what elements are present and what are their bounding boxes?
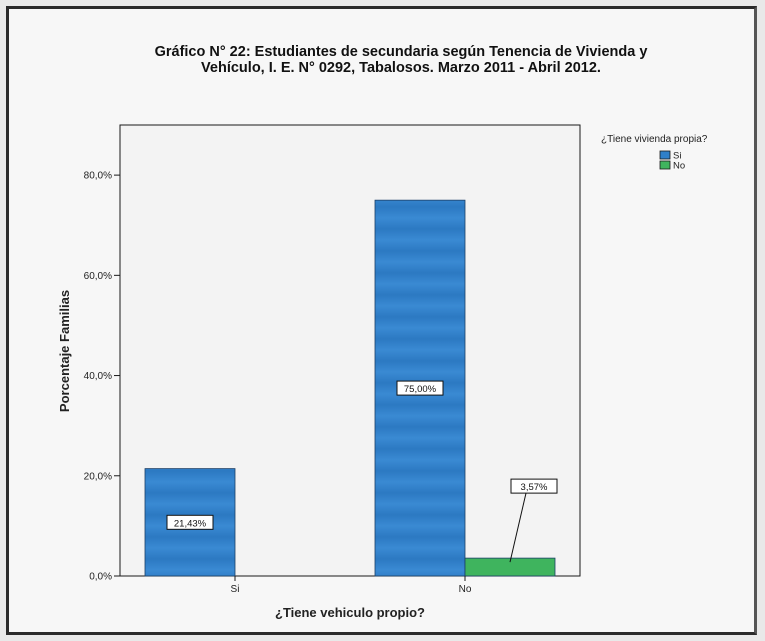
bar-chart: Gráfico N° 22: Estudiantes de secundaria… xyxy=(57,44,708,620)
y-axis: 0,0% 20,0% 40,0% 60,0% 80,0% xyxy=(84,171,120,583)
chart-title-line-2: Vehículo, I. E. N° 0292, Tabalosos. Marz… xyxy=(201,60,601,76)
y-tick-label: 20,0% xyxy=(84,471,112,482)
x-axis: Si No xyxy=(231,576,472,595)
x-tick-label: Si xyxy=(231,584,240,595)
data-label: 75,00% xyxy=(404,384,437,395)
chart-frame: Gráfico N° 22: Estudiantes de secundaria… xyxy=(6,6,757,635)
legend-label-no: No xyxy=(673,161,685,172)
data-label-box xyxy=(166,514,214,530)
data-label-box xyxy=(396,380,444,396)
legend-label-si: Si xyxy=(673,151,681,162)
data-label-leader xyxy=(509,492,527,563)
x-axis-label: ¿Tiene vehiculo propio? xyxy=(275,605,425,620)
y-axis-label: Porcentaje Familias xyxy=(57,290,72,412)
bar-no-no xyxy=(464,557,556,577)
x-tick-label: No xyxy=(459,584,472,595)
data-label: 21,43% xyxy=(174,518,207,529)
legend-swatch-no xyxy=(659,160,671,170)
chart-title-line-1: Gráfico N° 22: Estudiantes de secundaria… xyxy=(155,44,648,60)
y-tick-label: 0,0% xyxy=(89,572,112,583)
y-tick-label: 80,0% xyxy=(84,171,112,182)
legend-title: ¿Tiene vivienda propia? xyxy=(601,134,708,145)
legend-swatch-si xyxy=(659,150,671,160)
y-tick-label: 60,0% xyxy=(84,271,112,282)
bars: 21,43% 75,00% 3,57% xyxy=(144,199,558,577)
data-label-box xyxy=(510,478,558,494)
data-label: 3,57% xyxy=(521,482,548,493)
y-tick-label: 40,0% xyxy=(84,371,112,382)
